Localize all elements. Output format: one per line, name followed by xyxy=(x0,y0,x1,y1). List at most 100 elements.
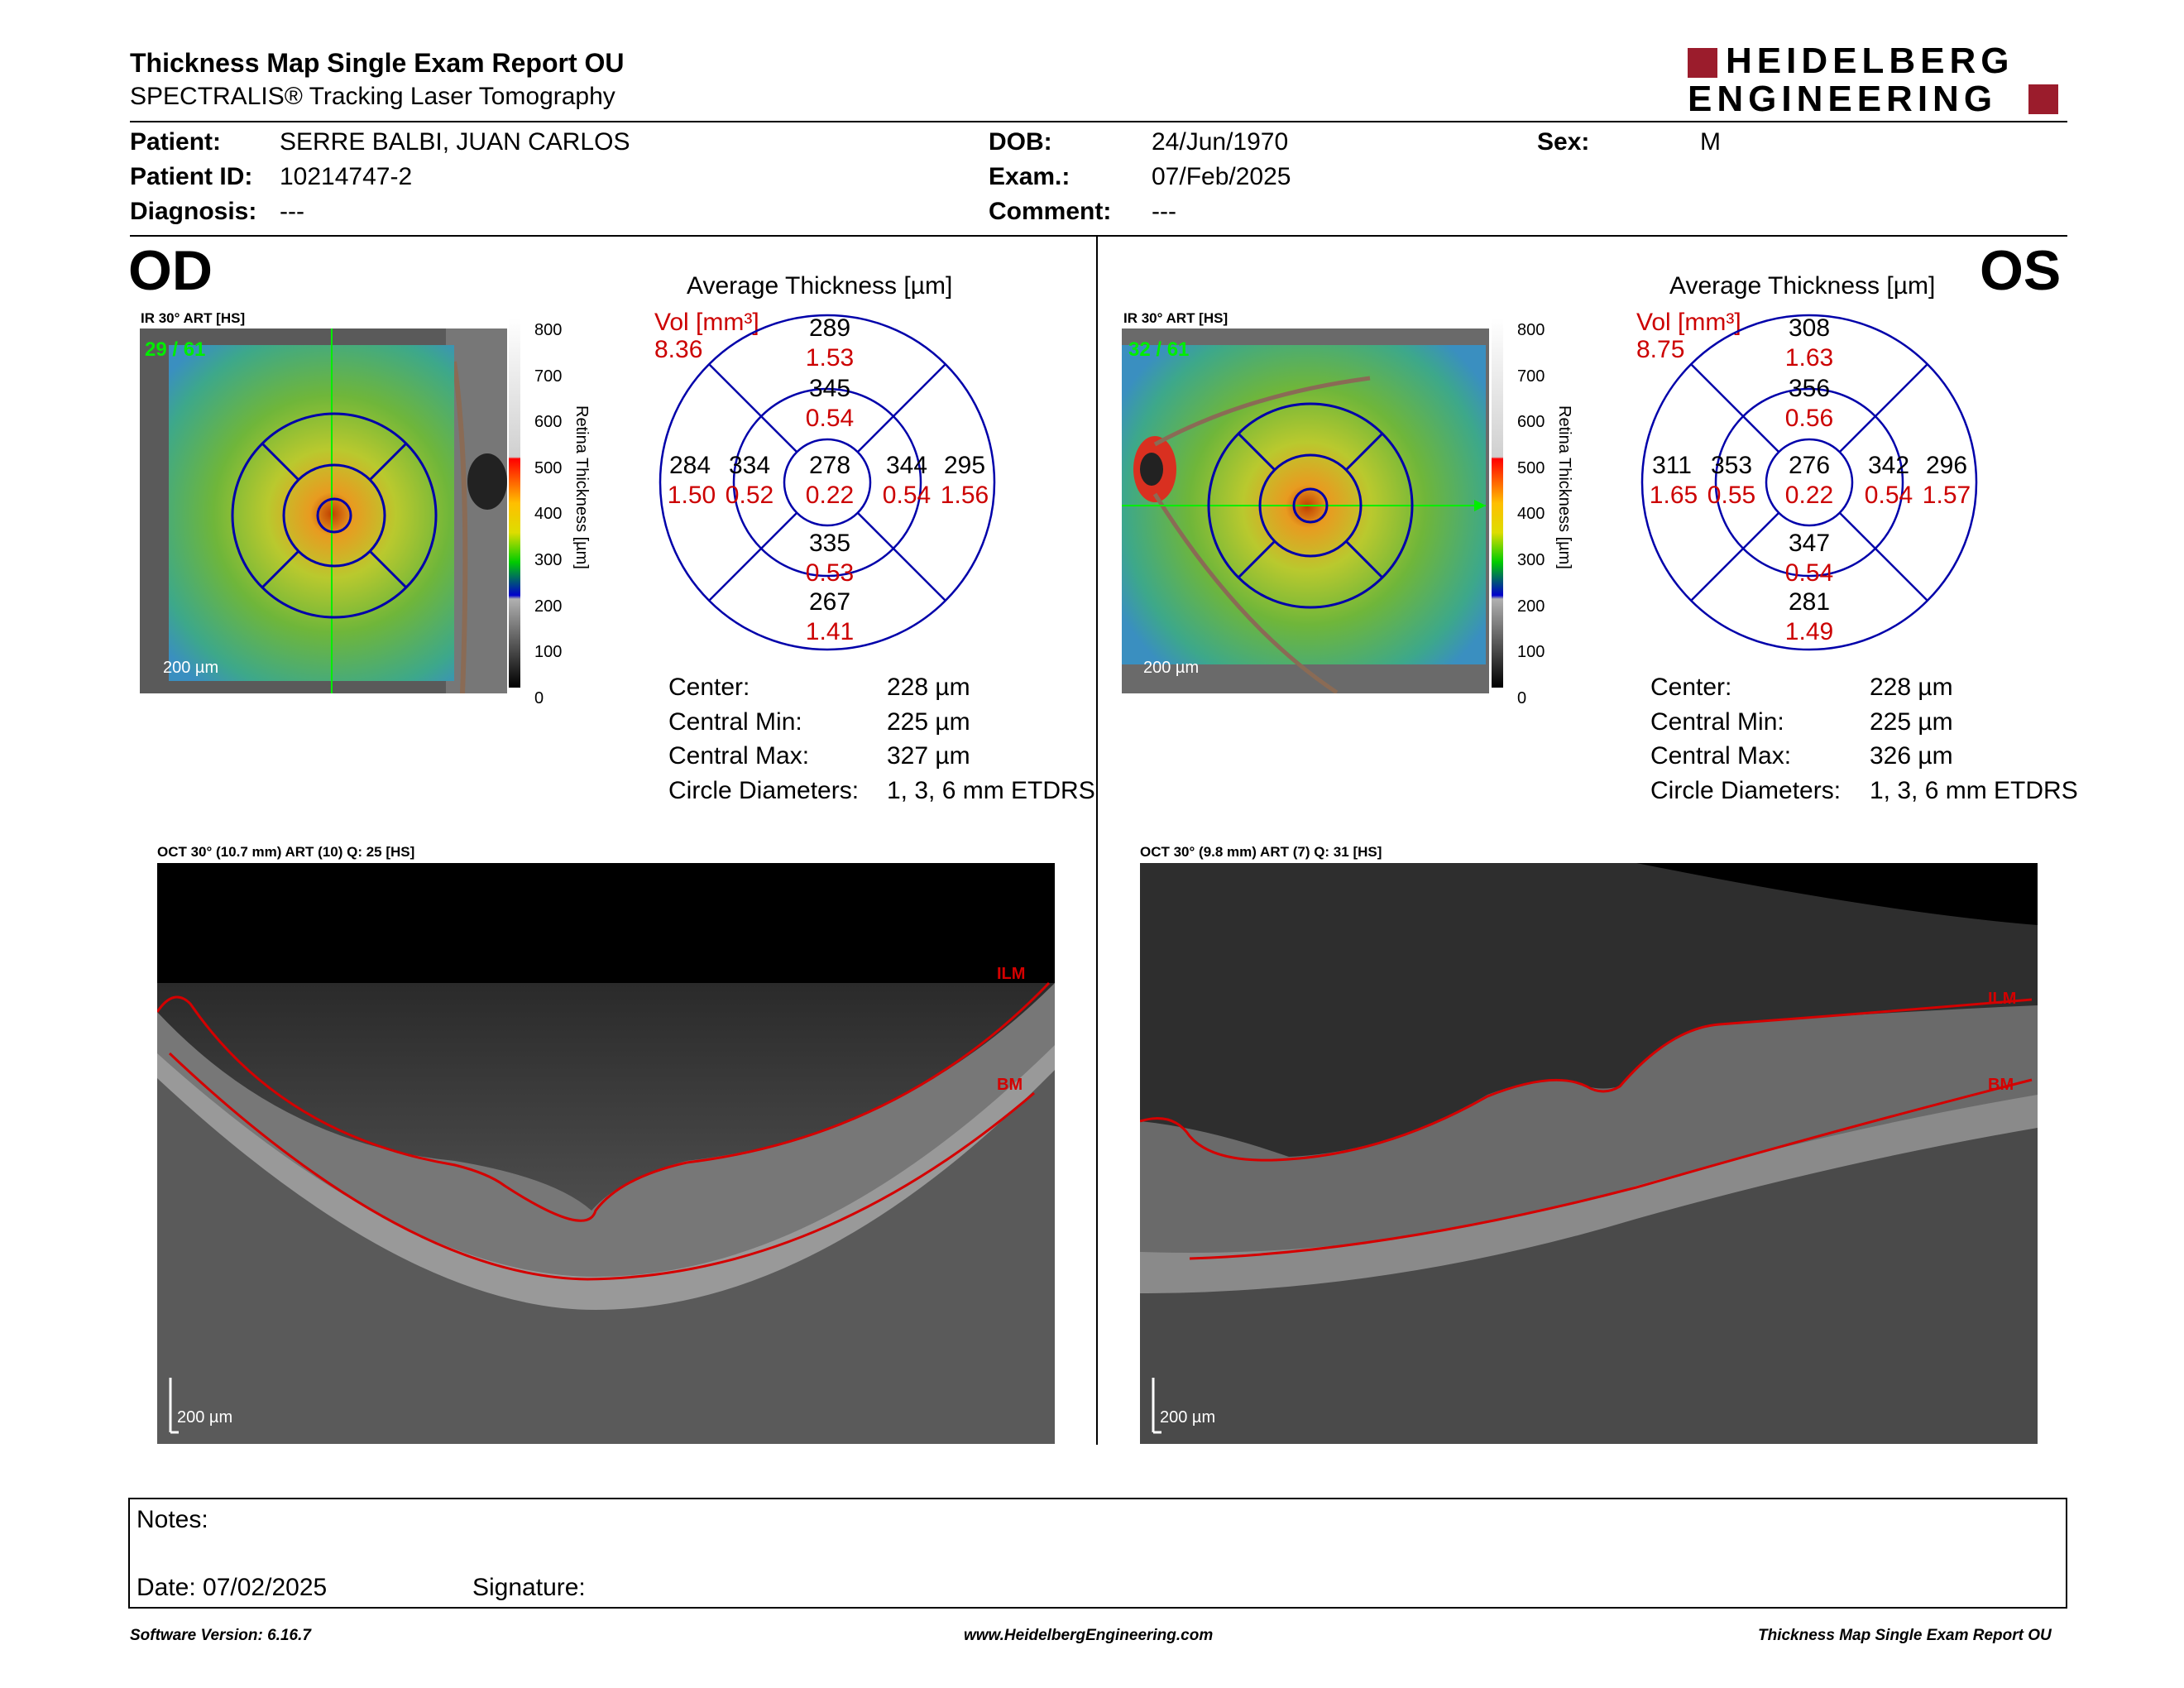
od-oct-scalebar: 200 µm xyxy=(177,1408,232,1427)
notes-box[interactable]: Notes: Date: 07/02/2025 Signature: xyxy=(128,1498,2067,1609)
od-inner-inf-vol: 0.53 xyxy=(805,559,855,587)
os-avg-title: Average Thickness [µm] xyxy=(1669,272,1936,300)
os-oct-scan: ILM BM 200 µm xyxy=(1139,863,2038,1444)
os-oct-scalebar: 200 µm xyxy=(1160,1408,1215,1427)
od-etdrs-grid xyxy=(658,313,997,652)
scale-tick: 300 xyxy=(534,550,563,569)
os-center-vol: 0.22 xyxy=(1784,482,1834,509)
scale-tick: 800 xyxy=(1517,321,1545,339)
od-stats-labels: Center: Central Min: Central Max: Circle… xyxy=(668,670,859,808)
od-inner-inf-thk: 335 xyxy=(808,530,851,557)
od-ilm-label: ILM xyxy=(997,965,1025,983)
os-inner-right-thk: 342 xyxy=(1867,452,1910,479)
scale-tick: 200 xyxy=(534,597,563,616)
od-inner-sup-vol: 0.54 xyxy=(805,405,855,432)
os-eye-label: OS xyxy=(1980,239,2062,302)
od-inner-left-thk: 334 xyxy=(728,452,771,479)
scale-tick: 600 xyxy=(534,413,563,432)
os-stats-values: 228 µm 225 µm 326 µm 1, 3, 6 mm ETDRS xyxy=(1870,670,2078,808)
os-etdrs-grid xyxy=(1640,313,1979,652)
sex-value: M xyxy=(1700,128,1721,156)
scale-tick: 400 xyxy=(534,505,563,524)
patient-id-label: Patient ID: xyxy=(130,163,253,190)
footer-software-version: Software Version: 6.16.7 xyxy=(130,1627,311,1644)
os-outer-sup-vol: 1.63 xyxy=(1784,344,1834,372)
os-center-thk: 276 xyxy=(1788,452,1831,479)
os-outer-left-thk: 311 xyxy=(1652,452,1692,479)
scale-tick: 600 xyxy=(1517,413,1545,432)
od-stat-label: Central Max: xyxy=(668,742,810,770)
od-stat-value: 228 µm xyxy=(887,674,970,701)
os-map-scalebar: 200 µm xyxy=(1143,659,1199,677)
od-avg-title: Average Thickness [µm] xyxy=(687,272,953,300)
exam-label: Exam.: xyxy=(989,163,1070,190)
os-outer-left-vol: 1.65 xyxy=(1649,482,1698,509)
scale-tick: 100 xyxy=(1517,643,1545,662)
od-bm-label: BM xyxy=(997,1076,1023,1094)
exam-value: 07/Feb/2025 xyxy=(1152,163,1291,190)
od-stats-values: 228 µm 225 µm 327 µm 1, 3, 6 mm ETDRS xyxy=(887,670,1095,808)
os-color-scale xyxy=(1492,319,1591,699)
od-stat-value: 1, 3, 6 mm ETDRS xyxy=(887,776,1095,804)
os-outer-right-vol: 1.57 xyxy=(1922,482,1971,509)
scale-tick: 500 xyxy=(1517,458,1545,477)
os-oct-caption: OCT 30° (9.8 mm) ART (7) Q: 31 [HS] xyxy=(1140,844,1382,860)
os-thickness-map: 32 / 61 200 µm xyxy=(1122,328,1489,695)
os-outer-inf-vol: 1.49 xyxy=(1784,618,1834,645)
footer-report-name: Thickness Map Single Exam Report OU xyxy=(1758,1627,2052,1644)
sex-label: Sex: xyxy=(1537,128,1590,156)
os-outer-sup-thk: 308 xyxy=(1788,314,1831,342)
report-subtitle: SPECTRALIS® Tracking Laser Tomography xyxy=(130,83,615,110)
od-inner-sup-thk: 345 xyxy=(808,375,851,402)
os-inner-right-vol: 0.54 xyxy=(1864,482,1913,509)
od-inner-right-vol: 0.54 xyxy=(882,482,932,509)
diagnosis-value: --- xyxy=(280,198,304,225)
os-stat-label: Center: xyxy=(1650,674,1732,701)
os-stat-value: 1, 3, 6 mm ETDRS xyxy=(1870,776,2078,804)
os-vol-total: 8.75 xyxy=(1636,336,1685,363)
od-map-scalebar: 200 µm xyxy=(163,659,218,677)
scale-tick: 200 xyxy=(1517,597,1545,616)
scale-tick: 700 xyxy=(534,367,563,386)
od-outer-left-thk: 284 xyxy=(668,452,711,479)
od-stat-label: Circle Diameters: xyxy=(668,776,860,804)
os-scale-label: Retina Thickness [µm] xyxy=(1555,405,1573,569)
patient-label: Patient: xyxy=(130,128,222,156)
od-scale-label: Retina Thickness [µm] xyxy=(572,405,591,569)
signature-label: Signature: xyxy=(472,1574,586,1601)
report-title: Thickness Map Single Exam Report OU xyxy=(130,48,625,78)
os-inner-sup-vol: 0.56 xyxy=(1784,405,1834,432)
od-stat-label: Central Min: xyxy=(668,707,802,736)
od-stat-value: 327 µm xyxy=(887,742,970,770)
scale-tick: 100 xyxy=(534,643,563,662)
scale-tick: 300 xyxy=(1517,550,1545,569)
heidelberg-logo: HEIDELBERG ENGINEERING xyxy=(1688,41,2068,119)
diagnosis-label: Diagnosis: xyxy=(130,198,257,225)
os-bm-label: BM xyxy=(1988,1076,2014,1094)
od-stat-label: Center: xyxy=(668,674,750,701)
od-outer-sup-thk: 289 xyxy=(808,314,851,342)
od-outer-inf-vol: 1.41 xyxy=(805,618,855,645)
od-vol-total: 8.36 xyxy=(654,336,703,363)
od-outer-sup-vol: 1.53 xyxy=(805,344,855,372)
od-oct-caption: OCT 30° (10.7 mm) ART (10) Q: 25 [HS] xyxy=(157,844,415,860)
dob-value: 24/Jun/1970 xyxy=(1152,128,1289,156)
notes-label: Notes: xyxy=(136,1506,208,1533)
eye-divider xyxy=(1096,237,1098,1445)
logo-line1: HEIDELBERG xyxy=(1726,41,2014,81)
od-color-scale xyxy=(509,319,608,699)
logo-line2: ENGINEERING xyxy=(1688,79,1998,119)
patient-id: 10214747-2 xyxy=(280,163,413,190)
footer-website[interactable]: www.HeidelbergEngineering.com xyxy=(964,1627,1214,1644)
os-stat-value: 228 µm xyxy=(1870,674,1953,701)
od-outer-left-vol: 1.50 xyxy=(667,482,716,509)
os-ir-caption: IR 30° ART [HS] xyxy=(1123,310,1228,326)
os-inner-inf-thk: 347 xyxy=(1788,530,1831,557)
od-scale-ticks: 800 700 600 500 400 300 200 100 0 xyxy=(534,308,562,722)
os-scale-ticks: 800 700 600 500 400 300 200 100 0 xyxy=(1517,308,1545,722)
os-inner-left-thk: 353 xyxy=(1710,452,1753,479)
date-label: Date: 07/02/2025 xyxy=(136,1574,328,1601)
od-frame-count: 29 / 61 xyxy=(145,338,205,361)
os-ilm-label: ILM xyxy=(1988,990,2016,1008)
od-outer-right-vol: 1.56 xyxy=(940,482,989,509)
